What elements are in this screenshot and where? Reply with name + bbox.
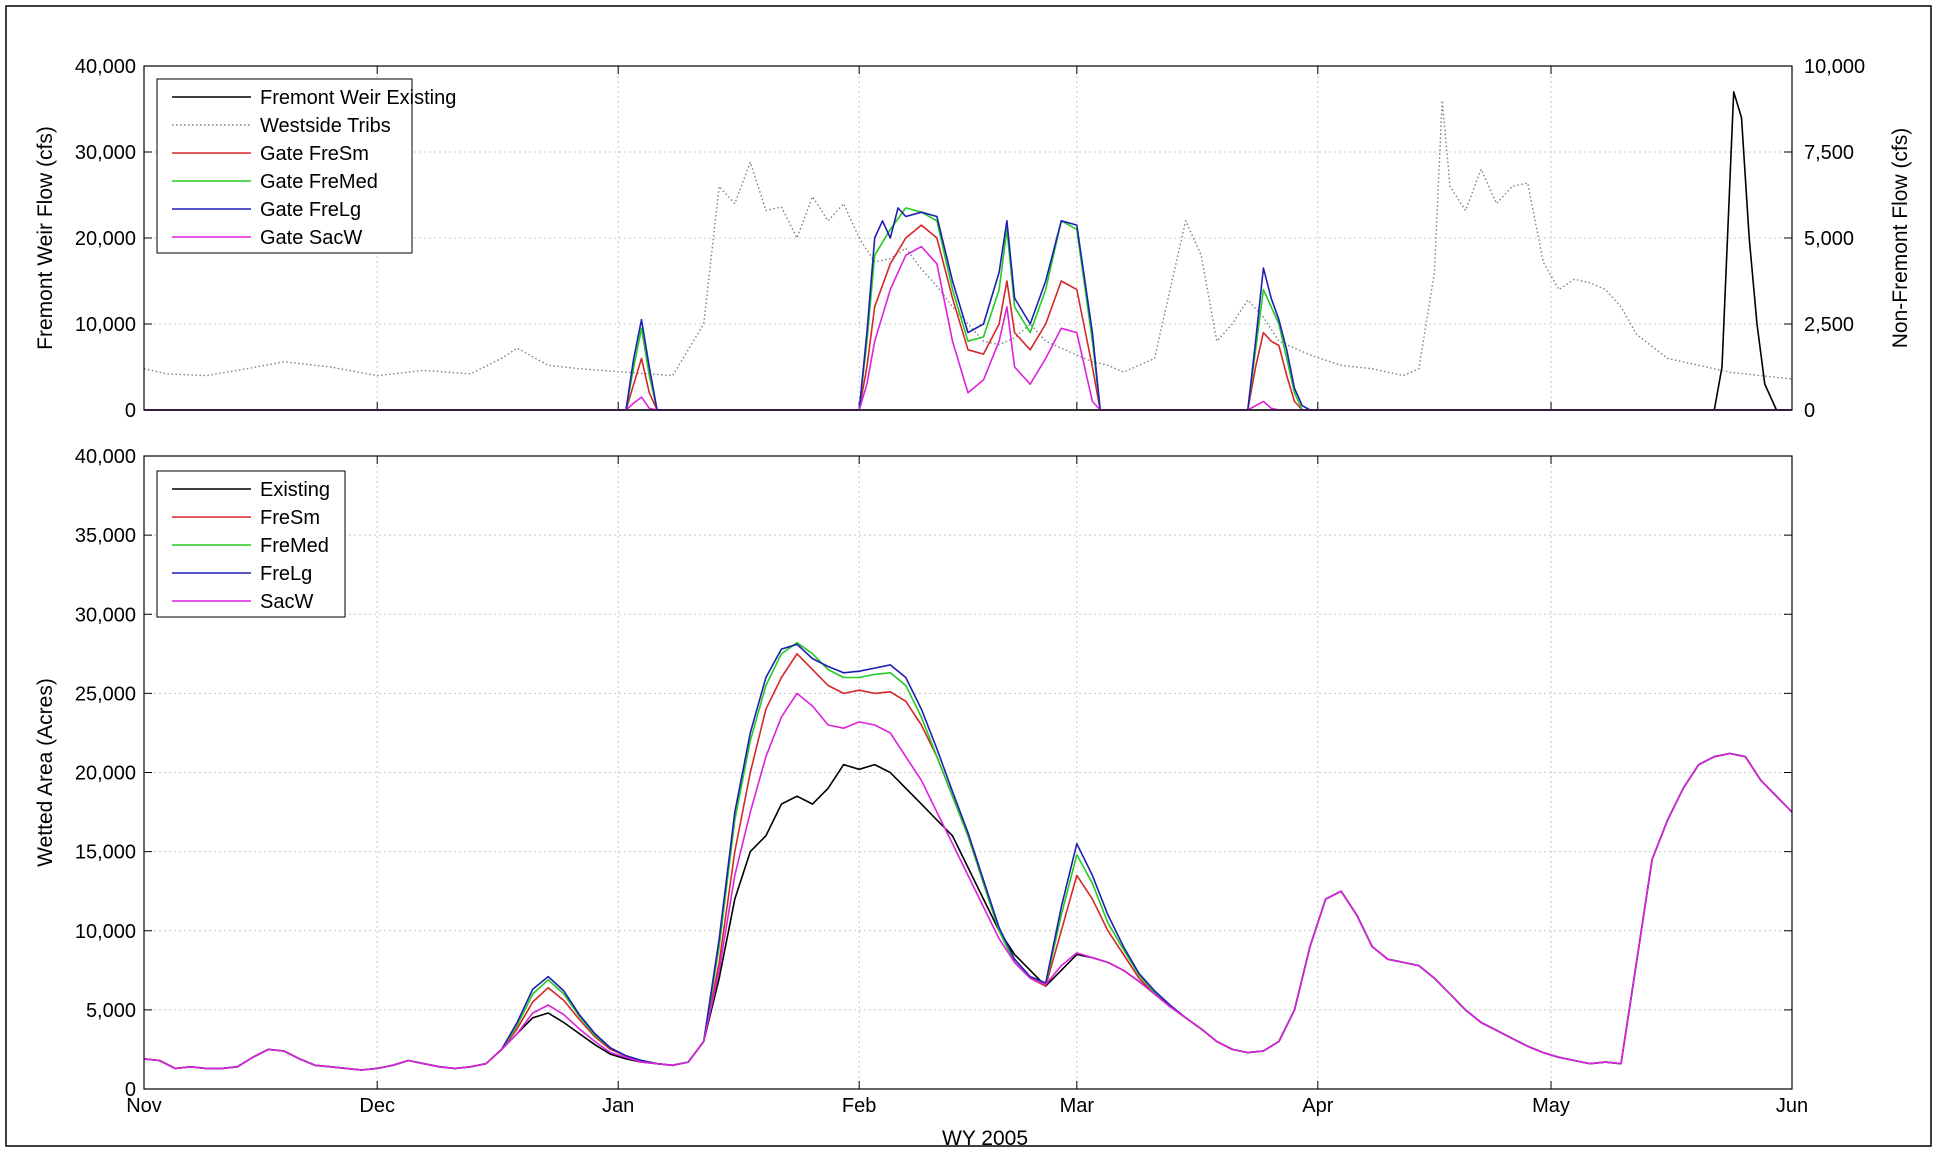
legend-entry-frelg: FreLg xyxy=(260,563,312,585)
plot-area xyxy=(144,66,1792,410)
y-tick-label: 10,000 xyxy=(75,921,136,943)
axes-box xyxy=(143,65,1793,411)
y-tick-label: 20,000 xyxy=(75,228,136,250)
y-tick-label: 40,000 xyxy=(75,446,136,468)
x-tick-label: Jun xyxy=(1776,1095,1808,1117)
x-axis-title: WY 2005 xyxy=(942,1127,1028,1150)
top-panel: 0 10,000 20,000 30,000 40,000 0 2,500 5,000 7,50… xyxy=(34,56,1912,422)
figure-border xyxy=(5,5,1932,1147)
y-tick-label: 5,000 xyxy=(86,1000,136,1022)
y-right-tick-label: 7,500 xyxy=(1804,142,1854,164)
y-tick-label: 35,000 xyxy=(75,525,136,547)
y-tick-label: 30,000 xyxy=(75,142,136,164)
legend-box xyxy=(156,78,413,254)
series-line-existing xyxy=(144,91,1792,411)
legend-entry-existing: Fremont Weir Existing xyxy=(260,87,456,109)
series-line-sacw xyxy=(144,692,1792,1071)
x-tick-label: May xyxy=(1532,1095,1570,1117)
axes-box xyxy=(143,455,1793,1090)
x-tick-label: Mar xyxy=(1060,1095,1095,1117)
bottom-panel: Nov Dec Jan Feb Mar Apr May Jun 0 5,000 10,000 15,0… xyxy=(34,446,1808,1117)
legend-entry-fresm: FreSm xyxy=(260,507,320,529)
y-tick-label: 0 xyxy=(125,1079,136,1101)
legend-entry-sacw: SacW xyxy=(260,591,313,613)
y-right-tick-label: 5,000 xyxy=(1804,228,1854,250)
y-right-axis-title: Non-Fremont Flow (cfs) xyxy=(1889,128,1912,349)
y-right-tick-label: 10,000 xyxy=(1804,56,1865,78)
y-right-tick-label: 0 xyxy=(1804,400,1815,422)
legend-entry-fresm: Gate FreSm xyxy=(260,143,369,165)
legend-entry-existing: Existing xyxy=(260,479,330,501)
legend-box xyxy=(156,470,346,618)
y-tick-label: 40,000 xyxy=(75,56,136,78)
legend-entry-frelg: Gate FreLg xyxy=(260,199,361,221)
legend-entry-fremed: FreMed xyxy=(260,535,329,557)
x-tick-label: Feb xyxy=(842,1095,876,1117)
y-tick-label: 10,000 xyxy=(75,314,136,336)
legend-entry-sacw: Gate SacW xyxy=(260,227,362,249)
y-axis-title: Fremont Weir Flow (cfs) xyxy=(34,126,57,350)
y-axis-title: Wetted Area (Acres) xyxy=(34,678,57,867)
y-tick-label: 20,000 xyxy=(75,763,136,785)
x-tick-label: Dec xyxy=(359,1095,395,1117)
x-tick-label: Apr xyxy=(1302,1095,1333,1117)
plot-area xyxy=(144,456,1792,1089)
y-tick-label: 15,000 xyxy=(75,842,136,864)
legend-entry-fremed: Gate FreMed xyxy=(260,171,378,193)
y-tick-label: 0 xyxy=(125,400,136,422)
y-tick-label: 30,000 xyxy=(75,604,136,626)
x-tick-label: Nov xyxy=(126,1095,162,1117)
x-tick-label: Jan xyxy=(602,1095,634,1117)
y-right-tick-label: 2,500 xyxy=(1804,314,1854,336)
legend-entry-westside: Westside Tribs xyxy=(260,115,391,137)
y-tick-label: 25,000 xyxy=(75,683,136,705)
